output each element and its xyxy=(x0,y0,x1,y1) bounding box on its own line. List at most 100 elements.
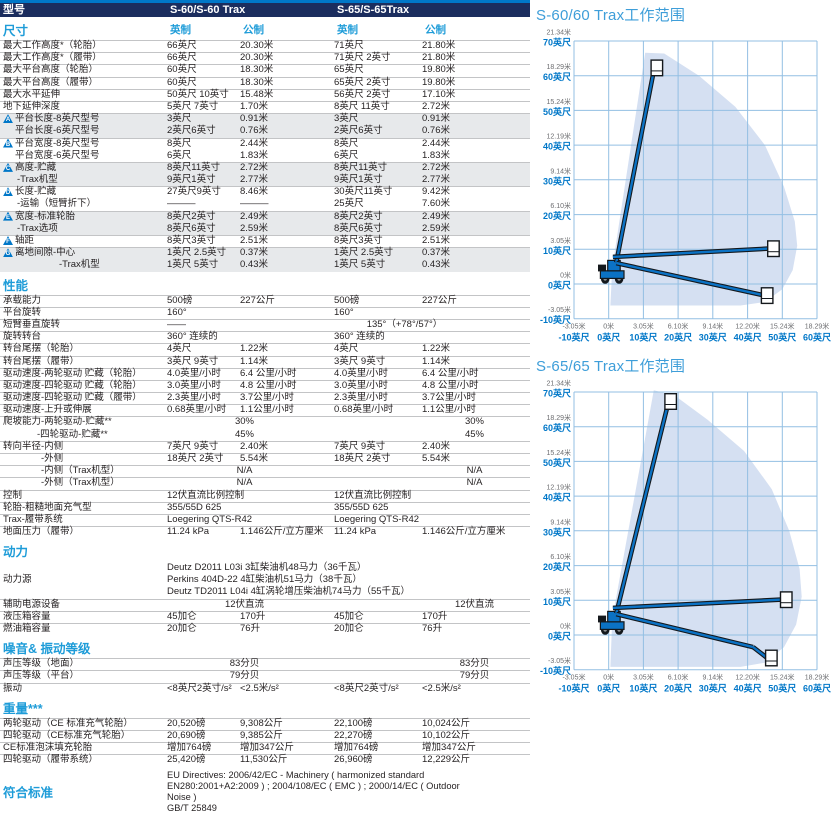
cell-s65-span: 12伏直流比例控制 xyxy=(334,489,412,501)
section-weight: 重量*** 两轮驱动（CE 标准充气轮胎） 20,520磅 9,308公斤 22,100… xyxy=(0,699,530,767)
axis-labels: -3.05米-10英尺0米0英尺3.05米10英尺6.10米20英尺9.14米3… xyxy=(540,28,831,343)
cell-s65-metric: 2.77米 xyxy=(422,174,450,186)
row-label: 平台旋转 xyxy=(0,307,167,319)
cell-s65-span: 45% xyxy=(464,428,484,440)
chart-canvas-s65: -3.05米-10英尺0米0英尺3.05米10英尺6.10米20英尺9.14米3… xyxy=(540,379,831,694)
svg-text:0米: 0米 xyxy=(603,673,614,682)
workrange-chart-s65: S-65/65 Trax工作范围 -3.05米 -10英尺 0米 0英尺 3.05米 10… xyxy=(536,355,838,700)
cell-s60-imperial: 11.24 kPa xyxy=(167,526,210,538)
svg-text:12.20米: 12.20米 xyxy=(735,673,760,682)
spec-row: CE标准泡沫填充轮胎 增加764磅 增加347公斤 增加764磅 增加347公斤 xyxy=(0,742,530,754)
svg-text:70英尺: 70英尺 xyxy=(543,388,571,399)
cell-s60-metric: 6.4 公里/小时 xyxy=(240,367,297,379)
cell-s60-span: Loegering QTS-R42 xyxy=(167,513,253,525)
cell-s65-span: Loegering QTS-R42 xyxy=(334,513,420,525)
cell-s60-imperial: 18英尺 2英寸 xyxy=(167,453,224,464)
cell-s65-metric: 4.8 公里/小时 xyxy=(422,379,479,391)
svg-text:9.14米: 9.14米 xyxy=(550,517,571,526)
cell-s65-imperial: 1英尺 2.5英寸 xyxy=(334,247,394,259)
cell-s60-metric: 18.30米 xyxy=(240,64,274,76)
spec-row: 四轮驱动（CE标准充气轮胎） 20,690磅 9,385公斤 22,270磅 10,10… xyxy=(0,730,530,742)
cell-s60-metric: 227公斤 xyxy=(240,294,275,306)
svg-text:-3.05米: -3.05米 xyxy=(548,305,571,314)
cell-s65-imperial: 22,270磅 xyxy=(334,730,373,742)
cell-s65-metric: 0.91米 xyxy=(422,113,450,125)
row-label: 驱动速度-两轮驱动 贮藏（轮胎） xyxy=(0,368,167,380)
svg-text:0英尺: 0英尺 xyxy=(597,683,620,694)
cell-s60-metric: 18.30米 xyxy=(240,76,274,88)
cell-s65-span: 30% xyxy=(464,416,484,428)
svg-text:50英尺: 50英尺 xyxy=(768,332,796,343)
spec-row: 承载能力 500磅 227公斤 500磅 227公斤 xyxy=(0,295,530,307)
svg-text:60英尺: 60英尺 xyxy=(803,332,831,343)
grid-lines xyxy=(573,391,818,671)
row-label-text: 爬坡能力-两轮驱动-贮藏** xyxy=(3,416,112,428)
dimension-letter-icon: F xyxy=(3,236,13,245)
cell-s60-imperial: 3.0英里/小时 xyxy=(167,379,221,391)
platform-basket xyxy=(760,287,774,305)
section-dimensions: 尺寸 英制 公制 英制 公制 最大工作高度*（轮胎） 66英尺 20.30米 71英尺 21.80… xyxy=(0,21,530,272)
cell-s65-metric: 21.80米 xyxy=(422,40,456,51)
cell-s65-imperial: 71英尺 2英寸 xyxy=(334,52,391,64)
section-compliance: 符合标准 EU Directives: 2006/42/EC - Machiner… xyxy=(0,770,530,814)
row-label-text: 平台长度-8英尺型号 xyxy=(15,113,100,125)
cell-s65-metric: 12,229公斤 xyxy=(422,754,471,766)
row-label: Trax-履带系统 xyxy=(0,514,167,526)
cell-s60-metric xyxy=(240,307,334,319)
svg-text:40英尺: 40英尺 xyxy=(543,141,571,152)
svg-text:70英尺: 70英尺 xyxy=(543,37,571,48)
cell-s65-imperial: 45加仑 xyxy=(334,610,364,622)
row-label: -Trax机型 xyxy=(0,174,167,186)
cell-s65-metric: 1.1公里/小时 xyxy=(422,404,476,416)
cell-s65-imperial: 20加仑 xyxy=(334,623,364,635)
spec-row: 最大工作高度*（轮胎） 66英尺 20.30米 71英尺 21.80米 xyxy=(0,40,530,52)
row-label: 液压箱容量 xyxy=(0,611,167,623)
cell-s65-imperial: 8英尺 xyxy=(334,137,359,149)
compliance-block: EU Directives: 2006/42/EC - Machinery ( … xyxy=(167,770,527,814)
section-performance: 性能 承载能力 500磅 227公斤 500磅 227公斤 平台旋转 160° 160° 短臂垂直… xyxy=(0,276,530,539)
cell-s65-metric: 19.80米 xyxy=(422,76,456,88)
row-label-text: 平台宽度-6英尺型号 xyxy=(15,149,100,161)
svg-text:20英尺: 20英尺 xyxy=(543,210,571,221)
axis-labels: -3.05米-10英尺0米0英尺3.05米10英尺6.10米20英尺9.14米3… xyxy=(540,379,831,694)
row-label-text: 驱动速度-上升或伸展 xyxy=(3,404,92,416)
cell-s60-metric: 2.72米 xyxy=(240,161,268,173)
svg-text:0英尺: 0英尺 xyxy=(548,280,571,291)
spec-table: 尺寸 英制 公制 英制 公制 最大工作高度*（轮胎） 66英尺 20.30米 71英尺 21.80… xyxy=(0,21,530,814)
cell-s60-imperial: 3英尺 xyxy=(167,113,192,125)
spec-row: 最大平台高度（履带） 60英尺 18.30米 65英尺 2英寸 19.80米 xyxy=(0,77,530,89)
cell-s60-imperial: 50英尺 10英寸 xyxy=(167,88,229,100)
row-label: A 平台长度-8英尺型号 xyxy=(0,113,167,125)
svg-text:15.24米: 15.24米 xyxy=(770,673,795,682)
row-label-text: -四轮驱动-贮藏** xyxy=(37,428,108,440)
row-label: 燃油箱容量 xyxy=(0,623,167,635)
row-label-text: -内侧（Trax机型） xyxy=(41,465,120,477)
row-label-text: 驱动速度-两轮驱动 贮藏（轮胎） xyxy=(3,367,142,379)
row-label-text: 声压等级（平台） xyxy=(3,670,80,682)
spec-row: 两轮驱动（CE 标准充气轮胎） 20,520磅 9,308公斤 22,100磅 10,0… xyxy=(0,718,530,730)
spec-row: 轮胎-粗糙地面充气型 355/55D 625 355/55D 625 xyxy=(0,502,530,514)
cell-s60-imperial: 45加仑 xyxy=(167,610,197,622)
cell-s65-imperial: 9英尺1英寸 xyxy=(334,174,383,186)
cell-s60-imperial: 0.68英里/小时 xyxy=(167,404,227,416)
row-label: 转台尾摆（轮胎） xyxy=(0,343,167,355)
compliance-line: EN280:2001+A2:2009 ) ; 2004/108/EC ( EMC… xyxy=(167,780,460,791)
svg-text:30英尺: 30英尺 xyxy=(543,175,571,186)
cell-s60-metric: <2.5米/s² xyxy=(240,682,279,694)
cell-s65-metric: 0.76米 xyxy=(422,125,450,137)
spec-row: 短臂垂直旋转 —— 135°（+78°/57°） xyxy=(0,319,530,331)
svg-text:12.20米: 12.20米 xyxy=(735,322,760,331)
svg-text:3.05米: 3.05米 xyxy=(633,322,654,331)
platform-basket xyxy=(779,591,793,609)
grid-lines xyxy=(573,40,818,320)
spec-row: -四轮驱动-贮藏** 45% 45% xyxy=(0,429,530,441)
row-label: G 离地间隙-中心 xyxy=(0,247,167,259)
row-label: 转向半径-内侧 xyxy=(0,441,167,453)
cell-s65-metric: 5.54米 xyxy=(422,453,450,464)
cell-s60-metric: 2.51米 xyxy=(240,235,268,246)
compliance-line: Noise ) xyxy=(167,791,197,802)
svg-text:60英尺: 60英尺 xyxy=(803,683,831,694)
cell-s65-imperial: 18英尺 2英寸 xyxy=(334,453,391,464)
row-label-text: 最大水平延伸 xyxy=(3,88,61,100)
platform-basket xyxy=(664,392,678,411)
